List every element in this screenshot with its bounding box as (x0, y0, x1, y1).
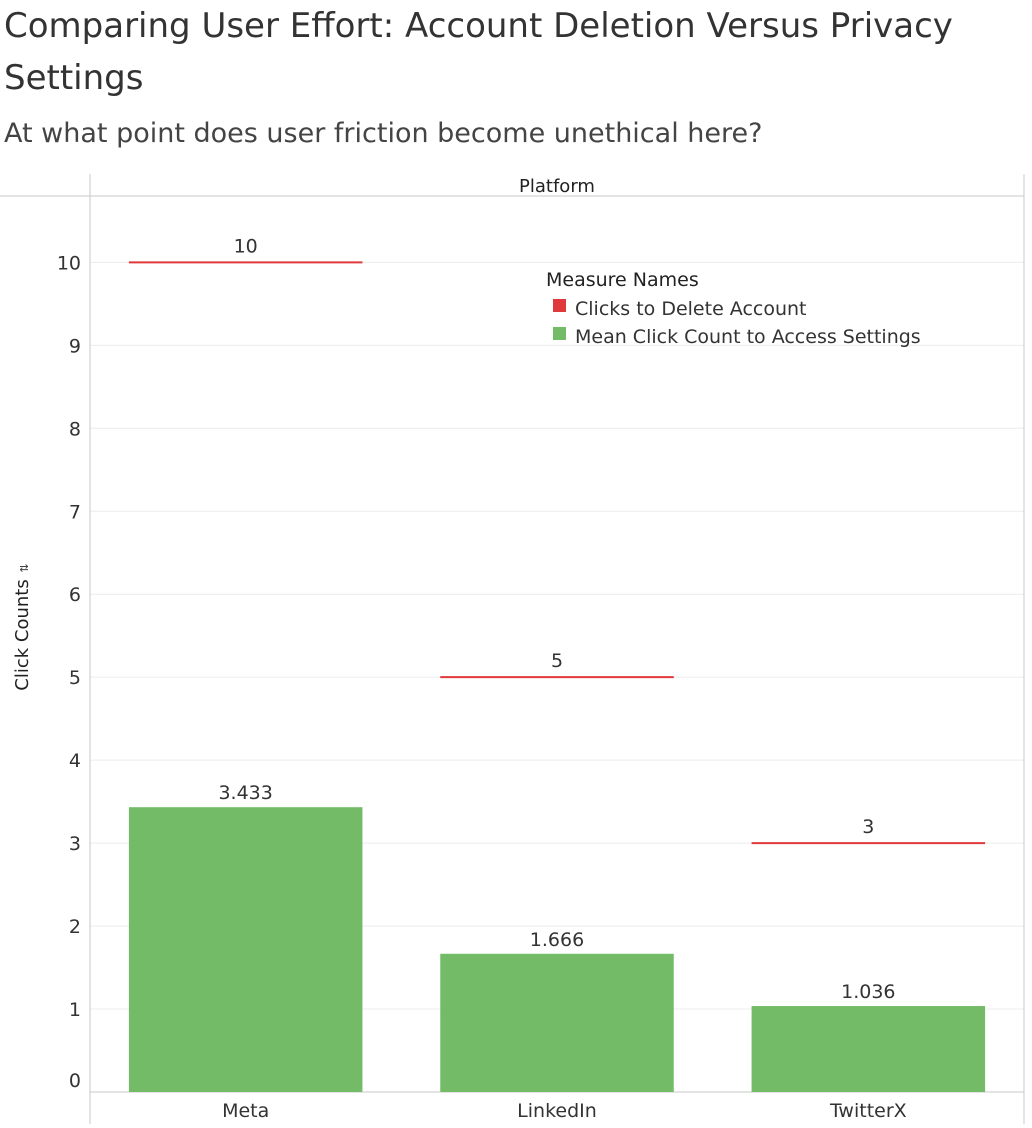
y-tick-7: 7 (69, 501, 81, 523)
x-tick-linkedin: LinkedIn (517, 1100, 597, 1122)
delete-value-label-twitterx: 3 (862, 816, 874, 838)
chart-subtitle: At what point does user friction become … (4, 118, 763, 149)
y-tick-3: 3 (69, 833, 81, 855)
legend[interactable]: Measure Names Clicks to Delete Account M… (546, 269, 921, 348)
y-tick-2: 2 (69, 916, 81, 938)
x-tick-twitterx: TwitterX (829, 1100, 907, 1122)
settings-value-label-linkedin: 1.666 (530, 929, 584, 951)
legend-swatch-settings (553, 327, 566, 340)
y-tick-5: 5 (69, 667, 81, 689)
settings-bars: 3.433 1.666 1.036 (128, 782, 986, 1092)
settings-value-label-twitterx: 1.036 (841, 981, 895, 1003)
y-tick-10: 10 (57, 252, 81, 274)
sort-indicator-icon: ⇅ (18, 563, 31, 572)
delete-lines: 10 5 3 (128, 235, 986, 845)
delete-value-label-meta: 10 (234, 235, 258, 257)
legend-label-settings: Mean Click Count to Access Settings (575, 326, 921, 348)
settings-value-label-meta: 3.433 (218, 782, 272, 804)
y-tick-9: 9 (69, 335, 81, 357)
y-tick-4: 4 (69, 750, 81, 772)
chart-title: Comparing User Effort: Account Deletion … (4, 6, 953, 98)
delete-value-label-linkedin: 5 (551, 650, 563, 672)
y-axis-title: Click Counts (12, 579, 33, 690)
column-header: Platform (519, 176, 595, 197)
x-tick-meta: Meta (222, 1100, 269, 1122)
legend-title: Measure Names (546, 269, 699, 291)
settings-bar-meta[interactable] (128, 807, 363, 1092)
y-tick-6: 6 (69, 584, 81, 606)
y-tick-0: 0 (69, 1070, 81, 1092)
legend-swatch-delete (553, 299, 566, 312)
settings-bar-twitterx[interactable] (751, 1006, 986, 1092)
y-tick-labels: 0 1 2 3 4 5 6 7 8 9 10 (57, 252, 81, 1092)
settings-bar-linkedin[interactable] (440, 953, 674, 1092)
legend-label-delete: Clicks to Delete Account (575, 298, 807, 320)
y-tick-1: 1 (69, 999, 81, 1021)
x-tick-labels: Meta LinkedIn TwitterX (222, 1100, 907, 1122)
y-tick-8: 8 (69, 418, 81, 440)
